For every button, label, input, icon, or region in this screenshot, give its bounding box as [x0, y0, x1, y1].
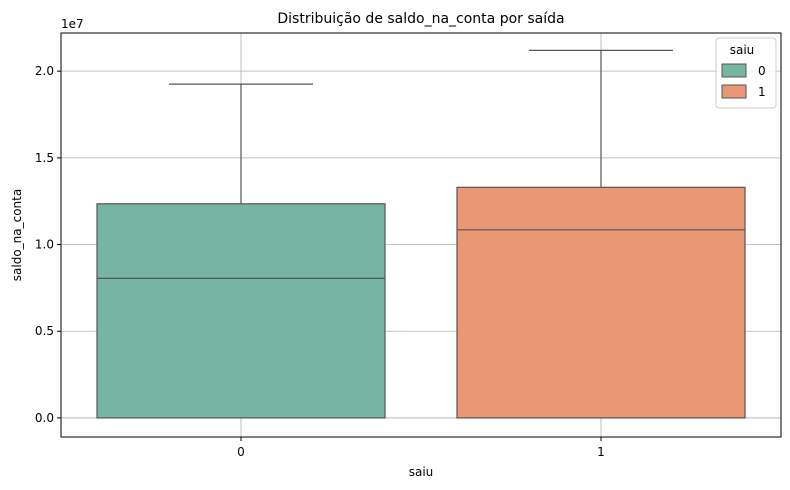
box-1 — [456, 49, 746, 419]
legend-swatch-0 — [721, 63, 747, 78]
y-tick-label: 0.5 — [35, 324, 54, 338]
y-axis-ticks: 0.0 0.5 1.0 1.5 2.0 — [35, 64, 61, 425]
y-tick-label: 1.5 — [35, 151, 54, 165]
y-tick-label: 0.0 — [35, 411, 54, 425]
chart-title: Distribuição de saldo_na_conta por saída — [277, 11, 564, 27]
legend-title: saiu — [730, 43, 755, 57]
y-axis-label: saldo_na_conta — [10, 189, 24, 281]
box-body — [456, 186, 746, 419]
x-tick-label: 0 — [237, 445, 245, 459]
y-tick-label: 1.0 — [35, 238, 54, 252]
box-body — [96, 203, 386, 419]
legend-label-1: 1 — [758, 85, 766, 99]
x-axis-label: saiu — [409, 465, 434, 479]
y-offset-label: 1e7 — [61, 17, 84, 31]
plot-frame — [60, 32, 782, 438]
legend-label-0: 0 — [758, 64, 766, 78]
box-0 — [96, 83, 386, 419]
box-series — [96, 49, 746, 419]
legend: saiu 0 1 — [715, 37, 777, 109]
x-tick-label: 1 — [597, 445, 605, 459]
y-tick-label: 2.0 — [35, 64, 54, 78]
legend-swatch-1 — [721, 84, 747, 99]
